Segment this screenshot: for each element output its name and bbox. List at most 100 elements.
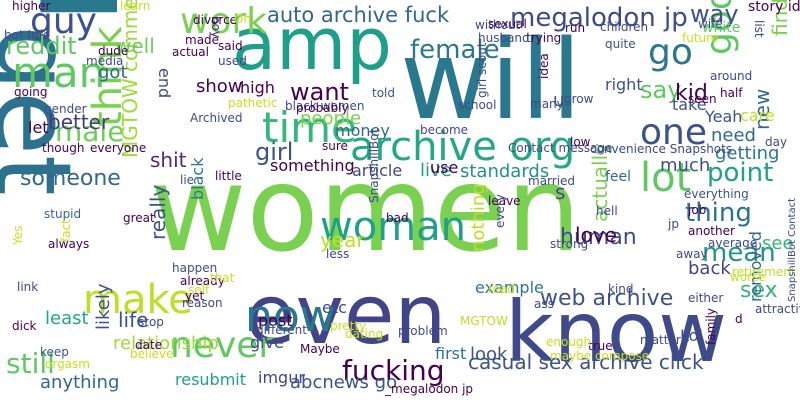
word-without: without bbox=[475, 18, 521, 32]
word-learn: learn bbox=[120, 0, 151, 13]
word-around: around bbox=[710, 69, 753, 83]
word-retirement: retirement bbox=[732, 265, 796, 279]
word-something: something bbox=[270, 156, 355, 175]
word-lol: Lol bbox=[680, 326, 703, 345]
word-children: children bbox=[600, 20, 649, 34]
word-yeah: Yeah bbox=[705, 107, 743, 126]
word-maybe: Maybe bbox=[300, 342, 340, 356]
word-mean: mean bbox=[702, 238, 776, 268]
word-people: people bbox=[300, 108, 362, 129]
word-already: already bbox=[180, 274, 225, 288]
word-job: job bbox=[688, 203, 707, 217]
word-casual-sex-archive-click: casual sex archive click bbox=[468, 350, 704, 374]
word-love: love bbox=[575, 223, 617, 247]
word-less: less bbox=[326, 247, 350, 261]
word-family: family bbox=[704, 307, 718, 345]
word-care: care bbox=[740, 106, 775, 125]
word-list: list bbox=[752, 20, 766, 38]
word-dick: dick bbox=[12, 319, 37, 333]
word-matter: matter bbox=[640, 333, 681, 347]
word-low: low bbox=[570, 135, 591, 149]
word-media: media bbox=[86, 54, 124, 68]
word-ass: ass bbox=[534, 297, 554, 311]
word-well: well bbox=[115, 34, 155, 58]
word-likely: likely bbox=[93, 283, 114, 330]
word-one: one bbox=[640, 112, 707, 153]
word-megalodon-jp: megalodon jp bbox=[510, 3, 688, 33]
word-female: female bbox=[410, 35, 500, 65]
word-need: need bbox=[711, 125, 756, 146]
word-probably: probably bbox=[296, 101, 349, 115]
word-want: want bbox=[290, 78, 349, 106]
word-pathetic: pathetic bbox=[228, 96, 278, 110]
word-married: married bbox=[528, 174, 576, 188]
word-thing: thing bbox=[685, 198, 752, 228]
word-guy: guy bbox=[30, 1, 97, 42]
word-article: article bbox=[352, 161, 403, 180]
word-contact-message: Contact message bbox=[508, 141, 613, 155]
word-point: point bbox=[707, 158, 774, 188]
word-higher: higher bbox=[12, 0, 51, 13]
word-human: human bbox=[560, 225, 637, 250]
word-happen: happen bbox=[172, 261, 218, 275]
word-better: better bbox=[48, 110, 110, 134]
word-kid: kid bbox=[675, 81, 708, 106]
word-women: women bbox=[150, 140, 582, 278]
word-day: day bbox=[765, 135, 788, 149]
word-snapshillbot: SnapshillBot bbox=[367, 128, 381, 203]
word-back: back bbox=[688, 258, 731, 279]
word-woman: woman bbox=[320, 204, 467, 250]
word-standards: standards bbox=[460, 161, 550, 182]
word-relationship: relationship bbox=[113, 333, 219, 354]
word-everyone: everyone bbox=[90, 141, 147, 155]
word-use: use bbox=[430, 158, 459, 177]
word-away: away bbox=[676, 247, 708, 261]
word-half: half bbox=[720, 86, 743, 100]
word-made: made bbox=[185, 33, 220, 47]
word-husband: husband bbox=[478, 31, 530, 45]
word-quite: quite bbox=[605, 37, 636, 51]
word-sure: sure bbox=[322, 139, 348, 153]
word-give: give bbox=[250, 333, 284, 352]
word-post: post bbox=[258, 311, 293, 330]
word-now: now bbox=[245, 291, 336, 342]
word-great: great bbox=[123, 211, 155, 225]
word-maybe-compose: maybe compose bbox=[550, 349, 650, 363]
word-another: another bbox=[688, 224, 735, 238]
word-girl: girl bbox=[255, 138, 294, 166]
word-pretty: pretty bbox=[330, 319, 367, 333]
word-dating: dating bbox=[345, 327, 384, 341]
word-still: still bbox=[6, 347, 55, 380]
word-said: said bbox=[218, 39, 243, 53]
word-believe: believe bbox=[130, 347, 174, 361]
word-attractive: attractive bbox=[755, 302, 800, 316]
word-jp: jp bbox=[668, 217, 679, 231]
word-got: got bbox=[98, 62, 128, 83]
word-hell: hell bbox=[596, 204, 618, 218]
word-snapshillbot-contact: SnapshillBot Contact bbox=[787, 197, 798, 302]
word-take: take bbox=[672, 95, 707, 114]
word-black-women: black women bbox=[285, 99, 365, 113]
word-white: white bbox=[702, 20, 741, 36]
word-gender: gender bbox=[44, 102, 87, 116]
word-web-archive: web archive bbox=[540, 286, 674, 311]
word-girl-scout: girl scout bbox=[475, 42, 489, 98]
word-story-id: story id bbox=[748, 0, 800, 15]
word-life: life bbox=[118, 308, 149, 332]
word-know: know bbox=[505, 283, 727, 381]
word-either: either bbox=[688, 291, 724, 305]
word-divorce: divorce bbox=[193, 13, 238, 27]
word-reddit: reddit bbox=[6, 32, 77, 60]
word-reason: reason bbox=[182, 296, 223, 310]
word-stupid: stupid bbox=[44, 207, 82, 221]
word-will: will bbox=[400, 16, 582, 144]
word-live: live bbox=[420, 160, 452, 181]
word-never: never bbox=[170, 325, 274, 366]
word-nothing: nothing bbox=[468, 183, 489, 252]
word-time: time bbox=[262, 103, 357, 152]
word-always: always bbox=[48, 237, 90, 251]
word-bad: bad bbox=[386, 211, 409, 225]
word-archive-org: archive org bbox=[350, 124, 576, 170]
word-d: d bbox=[735, 312, 743, 326]
